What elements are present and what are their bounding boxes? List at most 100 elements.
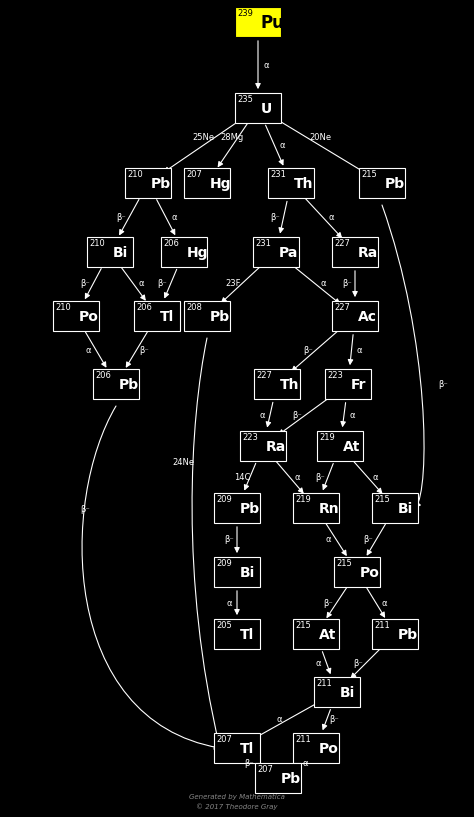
Text: β⁻: β⁻ xyxy=(245,758,255,767)
Text: 231: 231 xyxy=(270,170,286,179)
Text: α: α xyxy=(171,213,177,222)
Text: 215: 215 xyxy=(374,495,390,504)
Bar xyxy=(293,493,339,523)
Bar xyxy=(161,237,207,267)
Text: 23F: 23F xyxy=(226,279,241,288)
Text: 210: 210 xyxy=(55,303,71,312)
Text: Po: Po xyxy=(79,310,99,324)
Text: 227: 227 xyxy=(256,371,272,380)
Text: α: α xyxy=(263,60,269,69)
Text: α: α xyxy=(139,279,144,288)
Bar xyxy=(214,493,260,523)
Text: 207: 207 xyxy=(186,170,202,179)
Text: 206: 206 xyxy=(95,371,111,380)
Text: Bi: Bi xyxy=(398,502,413,516)
Bar xyxy=(214,557,260,587)
Text: β⁻: β⁻ xyxy=(315,472,325,481)
Text: β⁻: β⁻ xyxy=(271,213,281,222)
Text: α: α xyxy=(328,213,334,222)
Text: 211: 211 xyxy=(316,679,332,688)
Text: β⁻: β⁻ xyxy=(353,659,363,667)
Text: Pb: Pb xyxy=(119,378,139,392)
Bar xyxy=(125,168,171,198)
Text: At: At xyxy=(319,628,337,642)
Text: 209: 209 xyxy=(216,559,232,568)
Bar xyxy=(253,237,299,267)
Text: α: α xyxy=(316,659,321,667)
Text: 20Ne: 20Ne xyxy=(309,133,331,142)
FancyArrowPatch shape xyxy=(382,205,424,507)
Text: Pa: Pa xyxy=(279,246,298,260)
Bar xyxy=(268,168,314,198)
Bar xyxy=(334,557,380,587)
Bar xyxy=(325,369,371,399)
Bar xyxy=(93,369,139,399)
Text: Rn: Rn xyxy=(319,502,340,516)
Text: α: α xyxy=(357,346,362,355)
Text: Bi: Bi xyxy=(340,686,355,700)
Text: Bi: Bi xyxy=(113,246,128,260)
Text: 211: 211 xyxy=(295,735,311,744)
Bar xyxy=(87,237,133,267)
Text: 206: 206 xyxy=(163,239,179,248)
Text: β⁻: β⁻ xyxy=(140,346,149,355)
Text: α: α xyxy=(321,279,326,288)
Text: © 2017 Theodore Gray: © 2017 Theodore Gray xyxy=(196,804,278,810)
Text: α: α xyxy=(349,410,355,419)
Text: 208: 208 xyxy=(186,303,202,312)
Text: 210: 210 xyxy=(127,170,143,179)
Text: α: α xyxy=(381,599,387,608)
Text: β⁻: β⁻ xyxy=(116,213,126,222)
Text: 227: 227 xyxy=(334,239,350,248)
Text: Ra: Ra xyxy=(358,246,378,260)
Text: Pb: Pb xyxy=(398,628,418,642)
Bar xyxy=(332,237,378,267)
Text: 211: 211 xyxy=(374,621,390,630)
Text: 28Mg: 28Mg xyxy=(221,133,244,142)
Text: Ra: Ra xyxy=(266,440,286,454)
Text: α: α xyxy=(302,758,308,767)
Bar xyxy=(235,93,281,123)
Bar xyxy=(235,7,281,37)
Text: Fr: Fr xyxy=(351,378,366,392)
Bar xyxy=(53,301,99,331)
Text: Ac: Ac xyxy=(358,310,377,324)
Text: 215: 215 xyxy=(361,170,377,179)
Text: α: α xyxy=(226,599,232,608)
Text: Pb: Pb xyxy=(240,502,260,516)
Text: Bi: Bi xyxy=(240,566,255,580)
Bar xyxy=(332,301,378,331)
Bar xyxy=(214,733,260,763)
Text: β⁻: β⁻ xyxy=(329,716,339,725)
Text: Th: Th xyxy=(280,378,300,392)
Text: Pb: Pb xyxy=(385,177,405,191)
FancyArrowPatch shape xyxy=(192,338,221,747)
Text: Pb: Pb xyxy=(151,177,171,191)
Text: U: U xyxy=(261,102,272,116)
Text: α: α xyxy=(326,535,331,544)
Text: α: α xyxy=(373,472,378,481)
Text: α: α xyxy=(85,346,91,355)
Text: β⁻: β⁻ xyxy=(292,410,302,419)
Bar xyxy=(314,677,360,707)
Text: β⁻: β⁻ xyxy=(80,506,90,515)
Text: 210: 210 xyxy=(89,239,105,248)
Text: β⁻: β⁻ xyxy=(303,346,313,355)
Bar xyxy=(372,619,418,649)
Bar xyxy=(184,301,230,331)
Text: 24Ne: 24Ne xyxy=(172,458,194,467)
Text: Pb: Pb xyxy=(210,310,230,324)
Text: 219: 219 xyxy=(295,495,311,504)
Text: β⁻: β⁻ xyxy=(224,535,234,544)
Text: α: α xyxy=(280,141,285,150)
Text: β⁻: β⁻ xyxy=(324,599,333,608)
Text: 215: 215 xyxy=(336,559,352,568)
Text: Po: Po xyxy=(319,742,339,756)
Text: Generated by Mathematica: Generated by Mathematica xyxy=(189,794,285,800)
Text: β⁻: β⁻ xyxy=(363,535,373,544)
Text: 227: 227 xyxy=(334,303,350,312)
Text: α: α xyxy=(259,410,265,419)
Bar xyxy=(372,493,418,523)
Text: β⁻: β⁻ xyxy=(80,279,90,288)
Text: 239: 239 xyxy=(237,9,253,18)
